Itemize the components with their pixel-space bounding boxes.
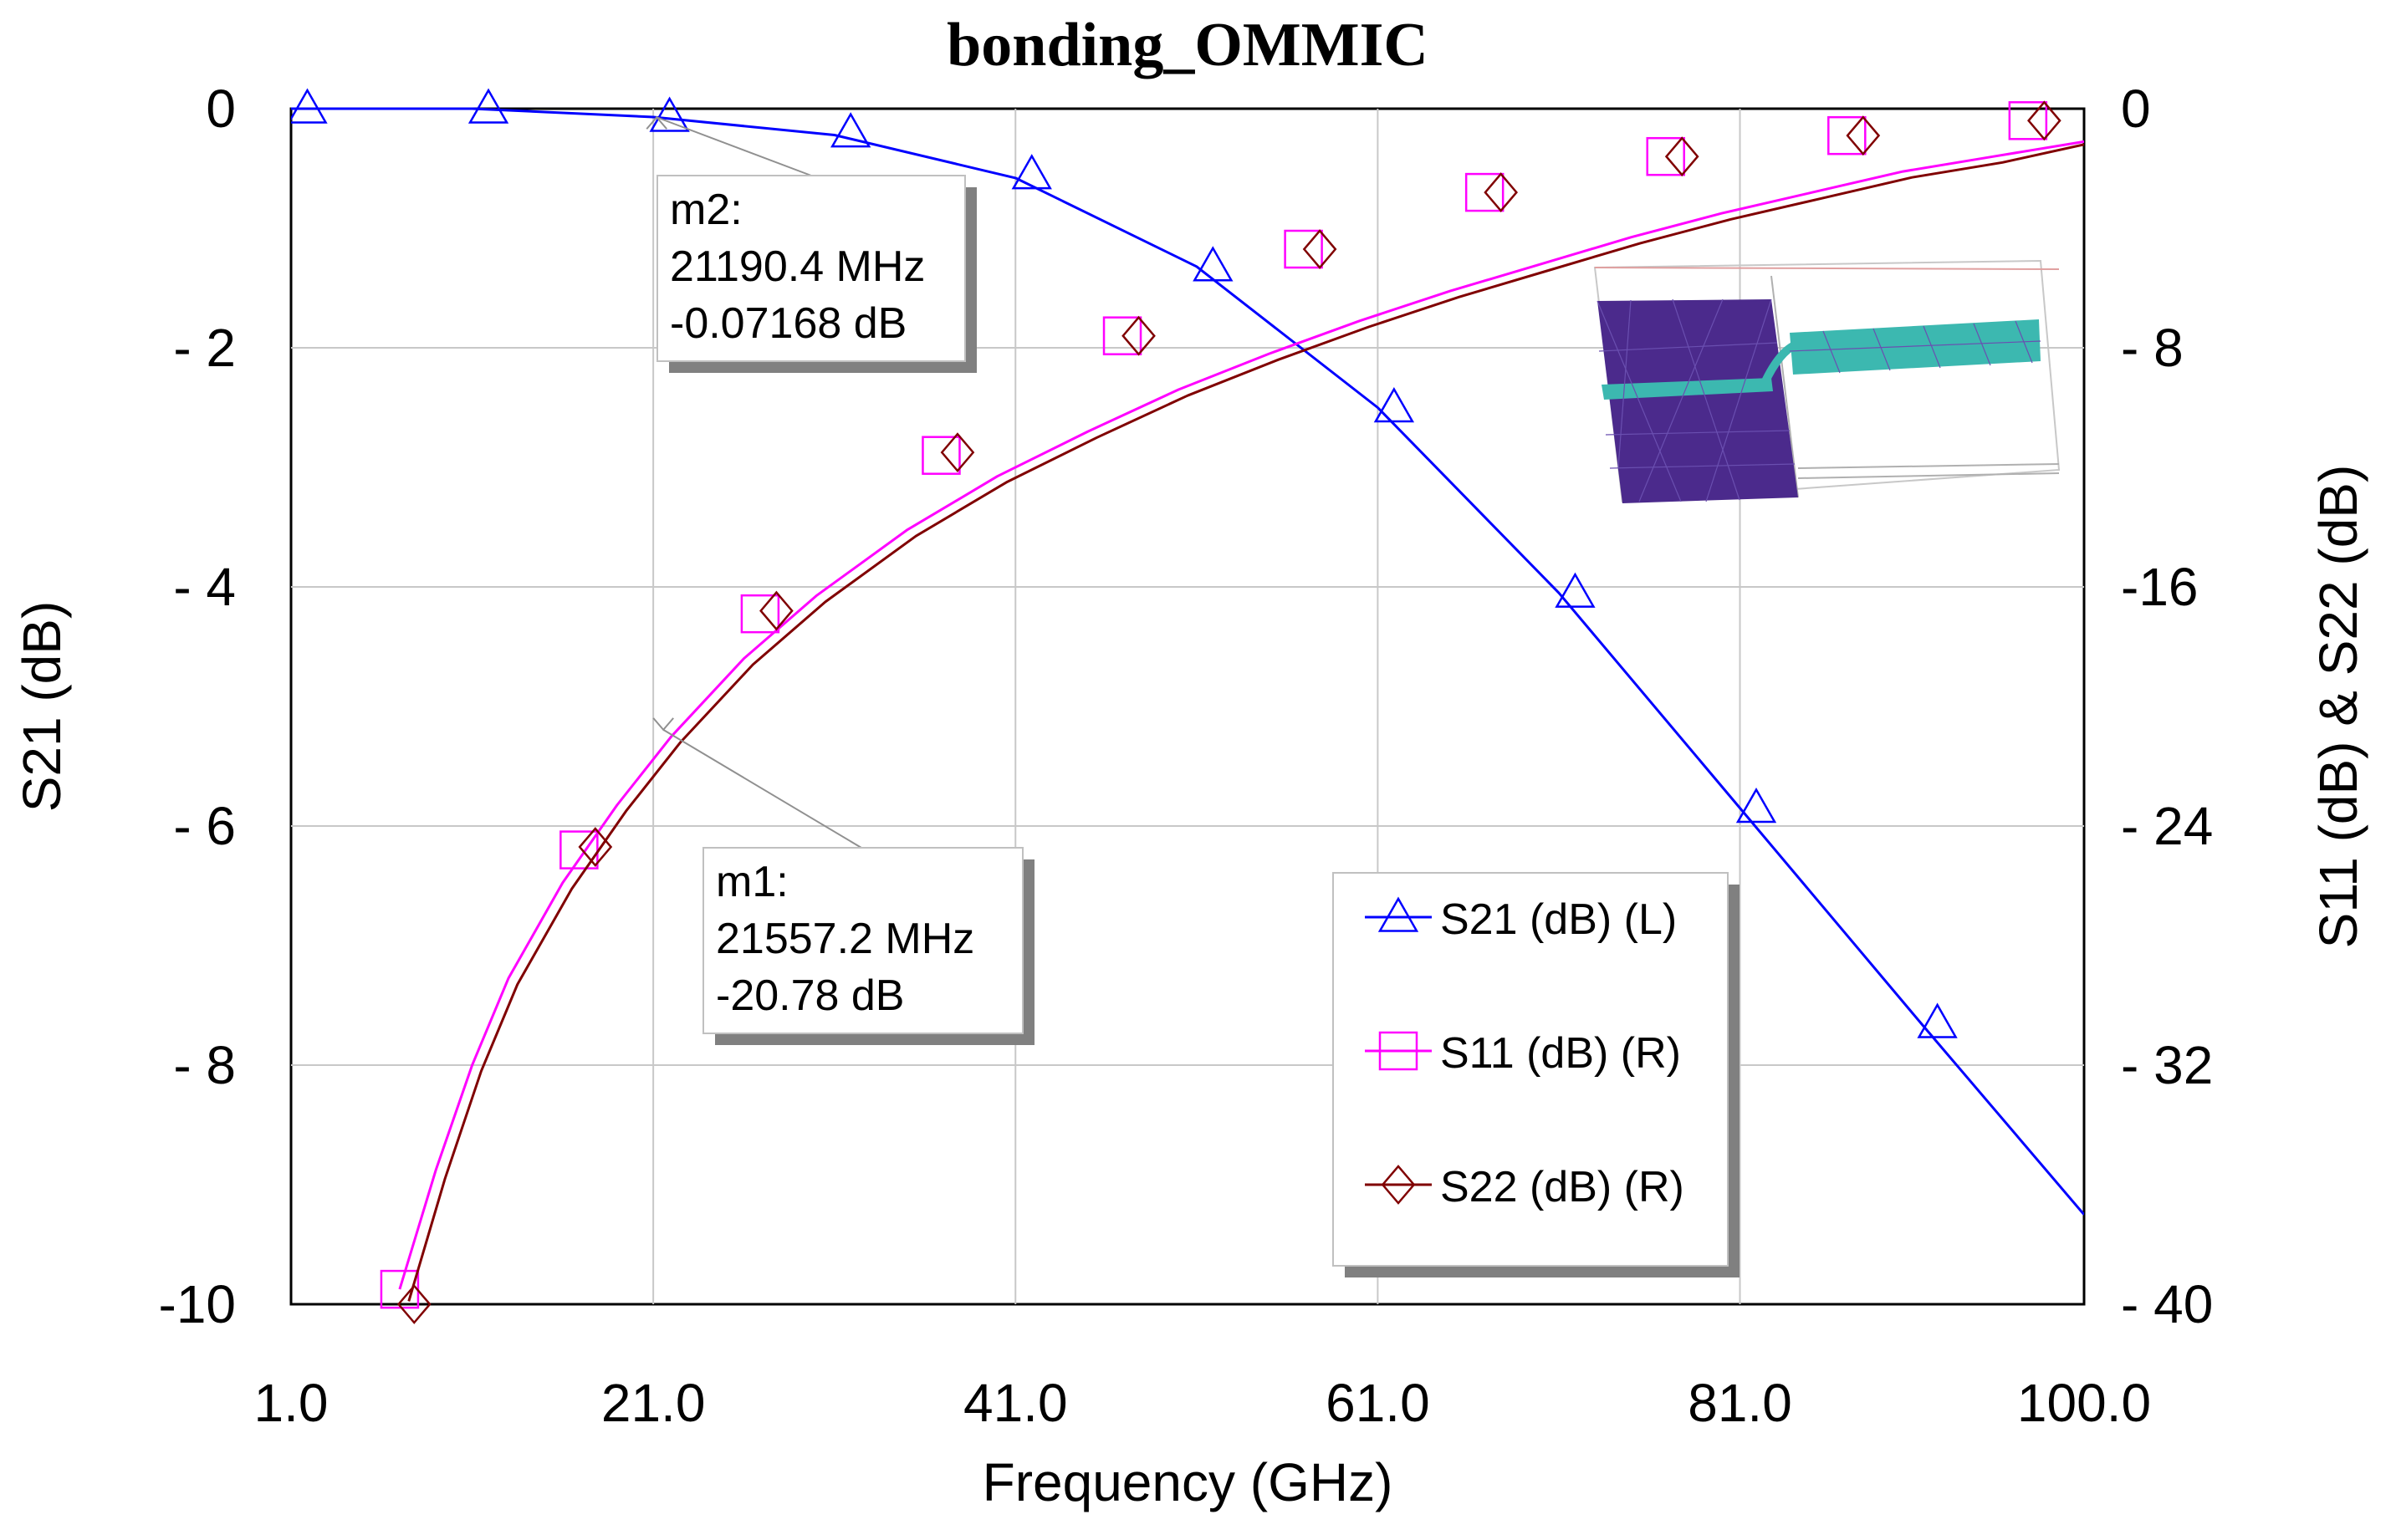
marker-annotation-m1: m1: 21557.2 MHz -20.78 dB xyxy=(662,729,1035,1045)
m1-point-indicator xyxy=(652,717,674,732)
m2-leader-line xyxy=(656,116,812,176)
m1-box xyxy=(702,847,1024,1034)
series-marker-square xyxy=(2008,101,2048,140)
series-marker-square xyxy=(1464,172,1505,212)
series-0 xyxy=(291,88,2084,1216)
series-marker-triangle xyxy=(830,112,871,148)
x-tick-label: 41.0 xyxy=(963,1373,1068,1433)
right-y-tick-label: 0 xyxy=(2121,79,2151,139)
m2-box xyxy=(656,175,966,362)
series-marker-square xyxy=(1646,136,1685,176)
x-tick-label: 21.0 xyxy=(601,1373,706,1433)
grid-lines xyxy=(291,109,2084,1304)
x-tick-label: 61.0 xyxy=(1326,1373,1430,1433)
legend-marker-square xyxy=(1378,1031,1418,1071)
series-line-diamond xyxy=(407,143,2084,1302)
right-y-tick-label: -16 xyxy=(2121,557,2199,617)
series-marker-triangle xyxy=(291,88,328,124)
marker-annotation-m2: m2: 21190.4 MHz -0.07168 dB xyxy=(656,116,977,373)
inset-edge xyxy=(1594,267,2060,270)
legend-marker-triangle xyxy=(1377,896,1419,932)
legend-entries: S21 (dB) (L) S11 (dB) (R) S22 (dB) (R) xyxy=(1365,895,1684,1211)
x-tick-label: 81.0 xyxy=(1688,1373,1792,1433)
left-y-tick-label: 0 xyxy=(206,79,236,139)
tick-labels: 1.0 21.0 41.0 61.0 81.0 100.0 0 - 2 - 4 - 6 - 8 -10… xyxy=(159,79,2214,1433)
legend: S21 (dB) (L) S11 (dB) (R) S22 (dB) (R) xyxy=(1332,872,1740,1277)
series-marker-square xyxy=(1102,316,1142,355)
series-marker-triangle xyxy=(1555,572,1596,608)
series-marker-diamond xyxy=(1302,229,1337,269)
legend-label: S22 (dB) (R) xyxy=(1440,1163,1684,1211)
series-2 xyxy=(396,100,2084,1324)
series-marker-square xyxy=(1827,115,1867,156)
mesh-lines xyxy=(1596,298,2041,502)
series-marker-diamond xyxy=(396,1284,432,1324)
left-y-tick-label: - 8 xyxy=(173,1035,236,1095)
series-marker-diamond xyxy=(1484,172,1518,213)
series-marker-square xyxy=(1284,229,1323,269)
series-marker-diamond xyxy=(1846,115,1881,156)
left-y-tick-label: -10 xyxy=(159,1274,237,1334)
series-marker-triangle xyxy=(1917,1002,1958,1038)
x-axis-label: Frequency (GHz) xyxy=(983,1452,1393,1512)
inset-base-edge-2 xyxy=(1797,472,2060,479)
x-tick-label: 1.0 xyxy=(254,1373,329,1433)
series-marker-square xyxy=(740,594,780,634)
left-y-tick-label: - 2 xyxy=(173,318,236,378)
m1-label: m1: xyxy=(716,858,789,906)
right-y-tick-label: - 24 xyxy=(2121,796,2213,856)
series-marker-diamond xyxy=(940,432,975,473)
series-layer xyxy=(291,88,2084,1324)
m1-frequency: 21557.2 MHz xyxy=(716,915,974,963)
legend-marker-diamond xyxy=(1381,1165,1416,1205)
legend-label: S21 (dB) (L) xyxy=(1440,895,1677,944)
x-tick-label: 100.0 xyxy=(2017,1373,2151,1433)
series-marker-triangle xyxy=(1373,386,1415,423)
left-y-axis-label: S21 (dB) xyxy=(12,601,72,813)
inset-divider xyxy=(1770,275,1799,498)
m2-frequency: 21190.4 MHz xyxy=(670,242,925,291)
em-structure-inset xyxy=(1593,259,2061,503)
m2-value: -0.07168 dB xyxy=(670,299,907,348)
series-marker-diamond xyxy=(1664,136,1699,177)
m2-label: m2: xyxy=(670,186,743,234)
bond-wire xyxy=(1760,340,1799,385)
left-y-tick-label: - 4 xyxy=(173,557,236,617)
series-marker-triangle xyxy=(467,88,509,124)
m2-point-indicator xyxy=(646,115,668,130)
m1-value: -20.78 dB xyxy=(716,971,905,1020)
chart-title: bonding_OMMIC xyxy=(947,11,1428,79)
m1-leader-line xyxy=(662,729,862,849)
inset-base-edge xyxy=(1797,463,2060,469)
series-line-triangle xyxy=(291,107,2084,1216)
series-marker-triangle xyxy=(1193,246,1234,282)
right-y-tick-label: - 32 xyxy=(2121,1035,2213,1095)
right-y-axis-label: S11 (dB) & S22 (dB) xyxy=(2308,465,2368,949)
series-marker-triangle xyxy=(1011,154,1052,190)
legend-label: S11 (dB) (R) xyxy=(1440,1029,1681,1078)
series-marker-diamond xyxy=(2027,100,2061,141)
right-y-tick-label: - 40 xyxy=(2121,1274,2213,1334)
series-line-square xyxy=(398,140,2084,1290)
series-marker-triangle xyxy=(649,96,690,132)
series-marker-diamond xyxy=(1121,315,1156,356)
series-marker-diamond xyxy=(759,590,794,631)
right-y-tick-label: - 8 xyxy=(2121,318,2184,378)
series-1 xyxy=(380,101,2084,1309)
series-marker-triangle xyxy=(1735,788,1777,824)
series-marker-diamond xyxy=(578,827,613,867)
plot-area xyxy=(289,107,2086,1306)
left-y-tick-label: - 6 xyxy=(173,796,236,856)
chip-trace xyxy=(1602,378,1773,400)
series-marker-square xyxy=(922,436,961,475)
substrate-block xyxy=(1597,299,1798,503)
